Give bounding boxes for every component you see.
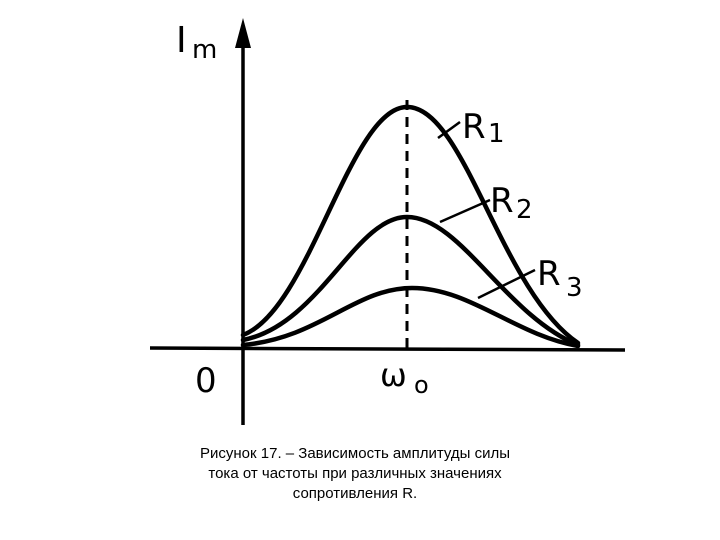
caption-line: сопротивления R. [293, 485, 417, 502]
x-axis-label-sub: o [414, 371, 429, 399]
curve-label-sub: 2 [516, 195, 533, 225]
caption-line: тока от частоты при различных значениях [208, 465, 502, 482]
leader-r3 [477, 268, 536, 300]
curve-label-main: R [537, 254, 561, 294]
curve-label-main: R [462, 107, 486, 147]
curve-label-sub: 3 [566, 273, 583, 303]
y-axis-arrow [235, 18, 251, 48]
curve-r1 [240, 104, 581, 346]
y-axis-label-main: I [176, 20, 187, 61]
leader-r2 [439, 198, 491, 224]
caption-line: Рисунок 17. – Зависимость амплитуды силы [200, 445, 510, 462]
curve-label-sub: 1 [488, 119, 505, 149]
curve-r3 [240, 285, 581, 349]
curve-r2 [240, 214, 581, 348]
leader-r1 [437, 120, 461, 140]
x-axis-label-main: ω [380, 356, 407, 394]
x-axis [149, 346, 626, 352]
y-axis-label-sub: m [192, 35, 217, 65]
curve-label-main: R [490, 181, 514, 221]
origin-label: 0 [195, 361, 217, 401]
